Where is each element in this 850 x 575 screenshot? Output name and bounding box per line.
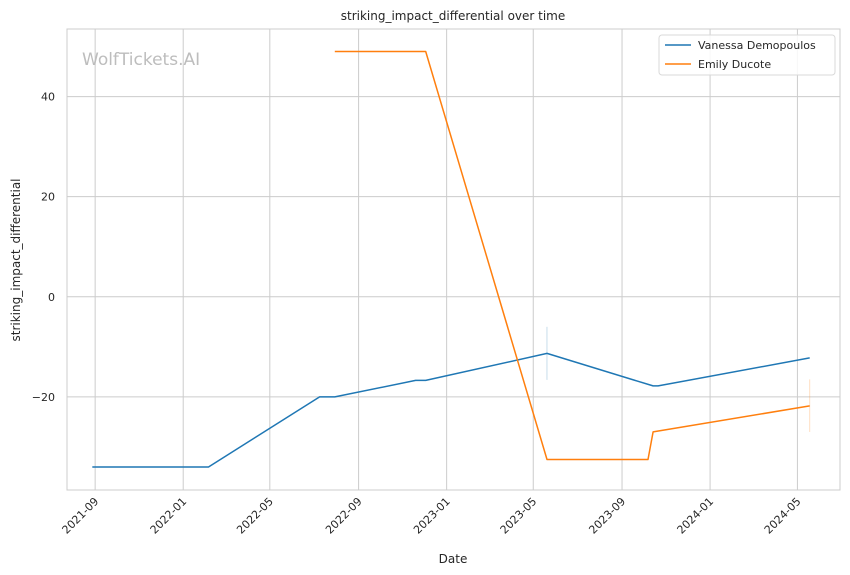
series-line-1	[92, 352, 810, 468]
plot-frame	[66, 28, 841, 491]
series-line-2	[334, 50, 810, 461]
y-tick-label: 0	[48, 291, 55, 304]
grid	[67, 29, 840, 490]
x-tick-label: 2023-01	[411, 495, 453, 537]
x-tick-label: 2021-09	[60, 495, 102, 537]
x-tick-label: 2022-09	[323, 495, 365, 537]
watermark: WolfTickets.AI	[82, 50, 200, 70]
x-tick-label: 2022-05	[234, 495, 276, 537]
y-tick-label: −20	[32, 391, 55, 404]
x-tick-label: 2023-05	[498, 495, 540, 537]
x-tick-label: 2024-05	[762, 495, 804, 537]
x-tick-label: 2024-01	[675, 495, 717, 537]
y-tick-label: 20	[41, 191, 55, 204]
x-tick-label: 2023-09	[586, 495, 628, 537]
legend-label-1: Vanessa Demopoulos	[698, 39, 816, 52]
legend-box	[658, 34, 836, 76]
x-axis-title: Date	[439, 552, 468, 566]
legend-label-2: Emily Ducote	[698, 58, 771, 71]
y-axis-title: striking_impact_differential	[9, 178, 23, 341]
y-tick-label: 40	[41, 91, 55, 104]
chart-title: striking_impact_differential over time	[341, 9, 566, 23]
x-tick-label: 2022-01	[148, 495, 190, 537]
plot-area	[92, 50, 811, 468]
legend: Vanessa Demopoulos Emily Ducote	[658, 34, 836, 76]
axes: −20 0 20 40 2021-09 2022-01 2022-05 2022-09 2023…	[32, 28, 841, 537]
